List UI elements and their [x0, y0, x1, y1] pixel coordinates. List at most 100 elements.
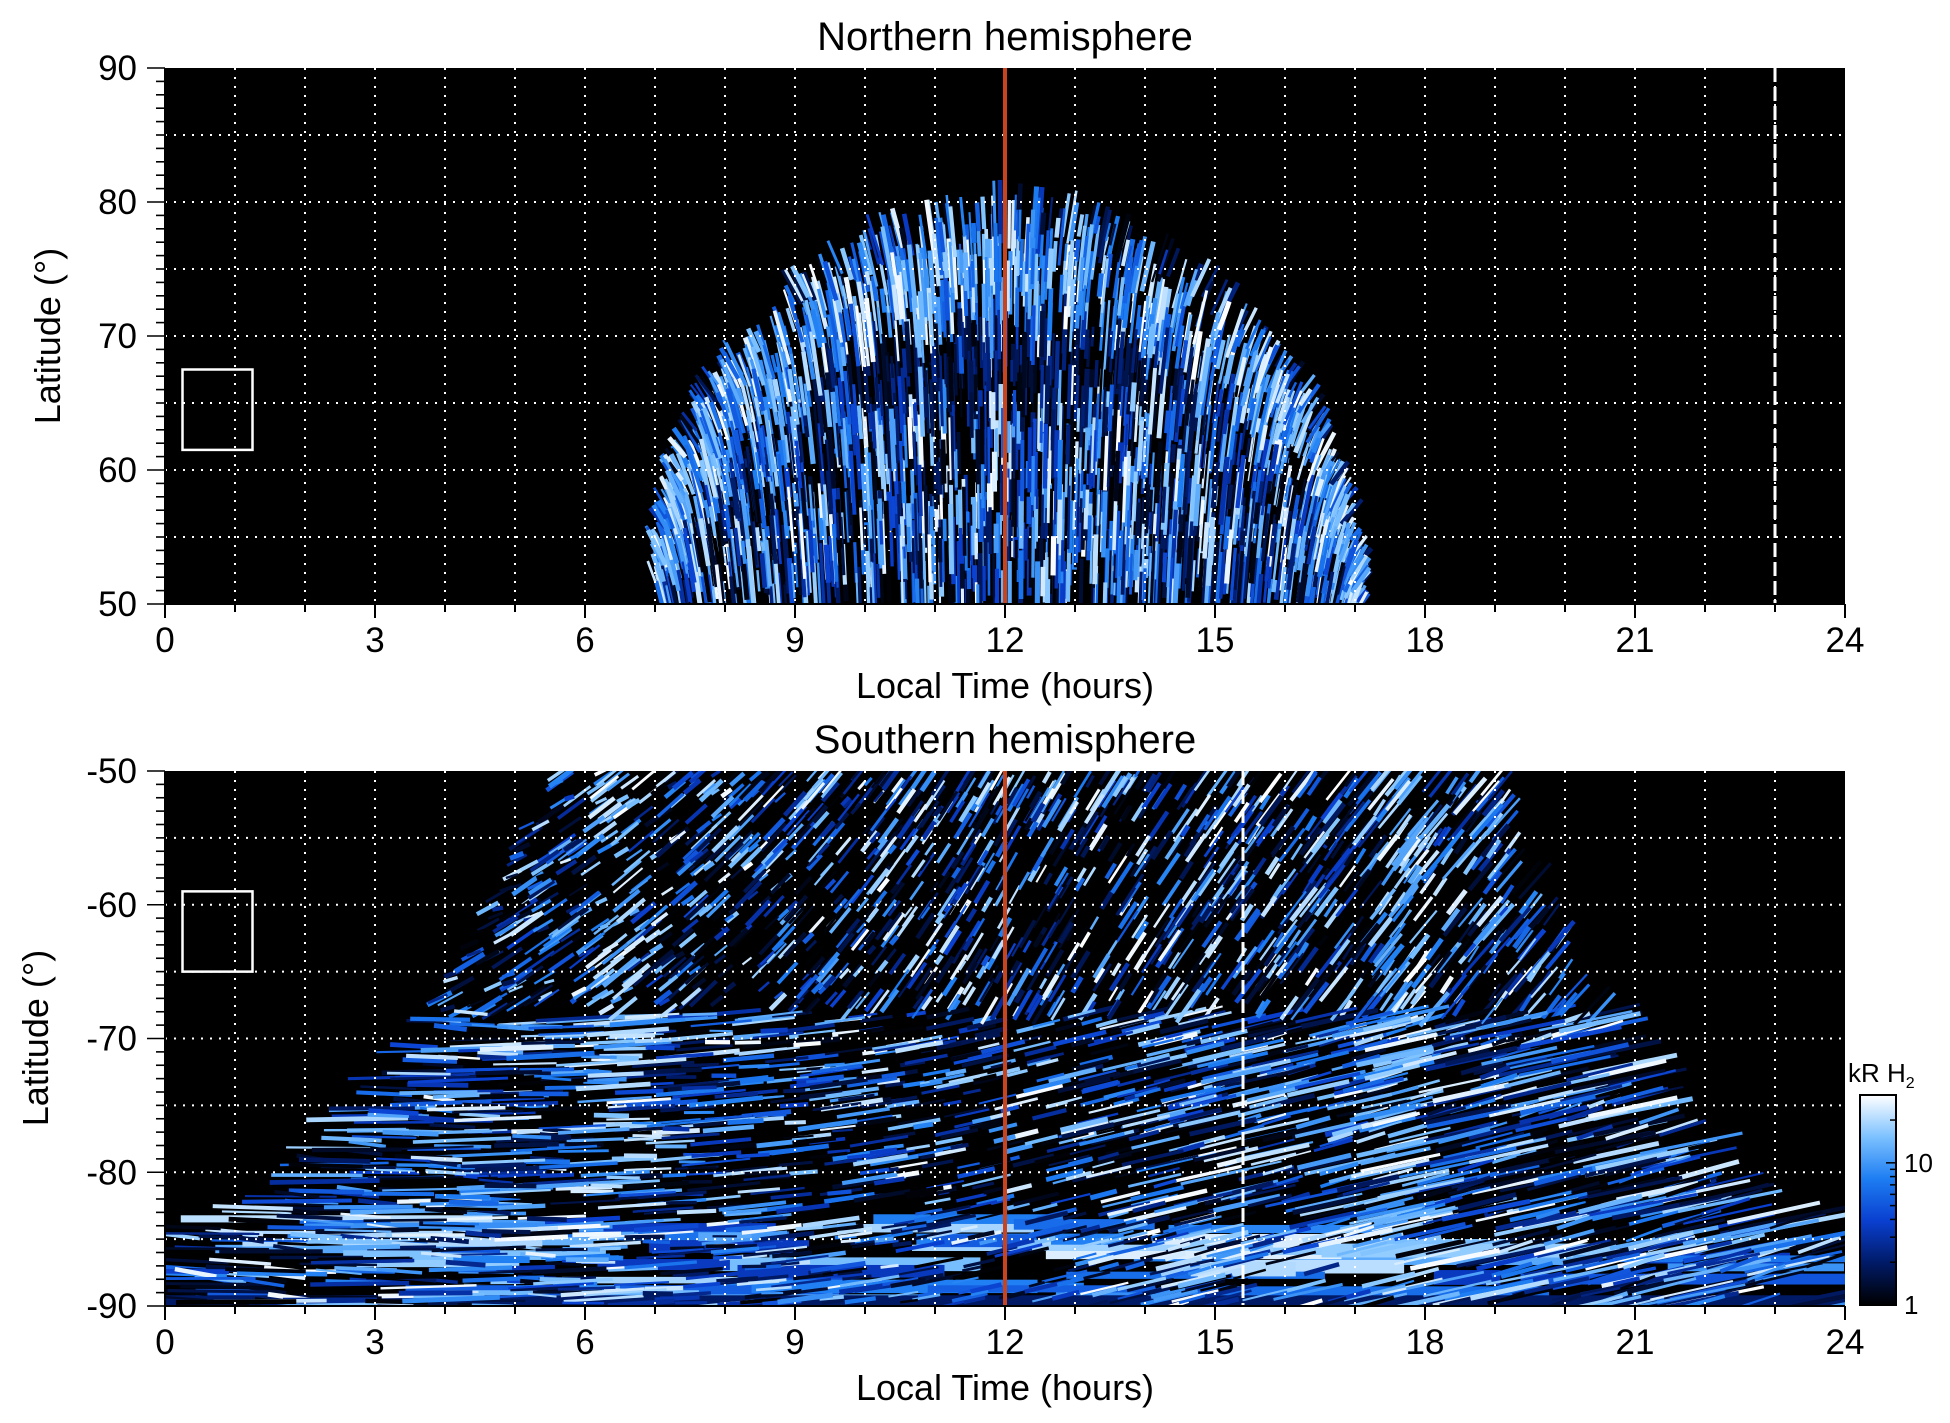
emission-streak	[1130, 265, 1140, 294]
emission-streak	[1160, 1265, 1191, 1277]
emission-streak	[1304, 890, 1330, 923]
emission-streak	[267, 1225, 351, 1231]
emission-streak	[662, 581, 672, 604]
emission-streak	[1294, 1192, 1363, 1210]
emission-streak	[445, 1259, 486, 1268]
emission-streak	[1457, 920, 1475, 944]
emission-streak	[1249, 1242, 1274, 1252]
emission-streak	[747, 439, 755, 471]
emission-streak	[1113, 324, 1119, 351]
emission-streak	[1091, 1286, 1118, 1298]
emission-streak	[1126, 245, 1133, 264]
emission-streak	[1076, 407, 1081, 432]
emission-streak	[1210, 1251, 1269, 1269]
emission-streak	[1222, 873, 1235, 890]
emission-streak	[1039, 311, 1045, 357]
emission-streak	[1137, 990, 1155, 1014]
emission-streak	[1108, 1214, 1170, 1234]
emission-streak	[1444, 1045, 1518, 1067]
emission-streak	[894, 320, 900, 362]
emission-streak	[376, 1267, 423, 1275]
emission-streak	[665, 488, 684, 530]
emission-streak	[945, 1068, 967, 1077]
emission-streak	[652, 818, 680, 844]
emission-streak	[843, 370, 852, 425]
emission-streak	[949, 953, 968, 981]
emission-streak	[733, 1031, 780, 1041]
emission-streak	[1139, 1242, 1205, 1261]
emission-streak	[1232, 945, 1258, 979]
emission-streak	[1170, 808, 1190, 835]
emission-streak	[1323, 814, 1351, 847]
emission-streak	[1130, 975, 1145, 996]
emission-streak	[1306, 526, 1317, 565]
emission-streak	[572, 1231, 622, 1238]
emission-streak	[1194, 771, 1208, 788]
emission-streak	[720, 478, 728, 508]
north-reference-lines	[1003, 68, 1777, 604]
emission-streak	[1078, 290, 1085, 316]
emission-streak	[904, 321, 913, 374]
emission-streak	[702, 1124, 755, 1134]
emission-streak	[822, 260, 839, 301]
emission-streak	[1359, 880, 1383, 909]
emission-streak	[1350, 580, 1364, 604]
emission-streak	[1335, 504, 1349, 530]
emission-streak	[1600, 1189, 1697, 1212]
emission-streak	[1034, 942, 1055, 975]
emission-streak	[633, 805, 654, 822]
emission-streak	[631, 771, 657, 791]
emission-streak	[1195, 443, 1203, 485]
emission-streak	[1106, 1240, 1165, 1258]
emission-streak	[1045, 1096, 1083, 1109]
emission-streak	[1424, 1194, 1463, 1210]
emission-streak	[568, 883, 588, 897]
emission-streak	[952, 1276, 979, 1285]
emission-streak	[1391, 835, 1418, 868]
emission-streak	[1268, 523, 1278, 557]
emission-streak	[1098, 771, 1111, 786]
emission-streak	[749, 507, 758, 565]
emission-streak	[785, 411, 793, 434]
emission-streak	[608, 1103, 676, 1113]
emission-streak	[962, 1156, 1011, 1173]
emission-streak	[940, 1127, 979, 1140]
emission-streak	[951, 404, 956, 452]
emission-streak	[876, 563, 881, 598]
emission-streak	[745, 538, 757, 604]
emission-streak	[1450, 772, 1470, 796]
emission-streak	[1397, 771, 1424, 800]
emission-streak	[1004, 1247, 1033, 1257]
emission-streak	[1285, 927, 1316, 964]
emission-streak	[870, 771, 886, 789]
emission-streak	[1174, 375, 1183, 433]
emission-streak	[664, 509, 675, 530]
emission-streak	[898, 227, 908, 249]
emission-streak	[1167, 950, 1182, 970]
emission-streak	[681, 918, 699, 934]
emission-streak	[600, 829, 619, 844]
emission-streak	[1489, 1170, 1551, 1189]
emission-streak	[302, 1218, 354, 1226]
emission-streak	[1072, 1252, 1097, 1261]
emission-streak	[1043, 941, 1058, 963]
emission-streak	[1054, 543, 1059, 589]
emission-streak	[1090, 417, 1096, 474]
emission-streak	[1467, 860, 1494, 892]
emission-streak	[767, 378, 778, 413]
emission-streak	[1099, 889, 1115, 910]
emission-streak	[612, 888, 641, 913]
emission-streak	[1184, 789, 1196, 804]
emission-streak	[1067, 1097, 1088, 1107]
emission-streak	[1119, 881, 1142, 913]
emission-streak	[428, 1265, 513, 1273]
emission-streak	[533, 970, 556, 985]
emission-streak	[882, 911, 906, 942]
emission-streak	[698, 459, 714, 504]
emission-streak	[1323, 902, 1345, 929]
emission-streak	[669, 954, 696, 980]
emission-streak	[1053, 866, 1069, 887]
emission-streak	[682, 509, 700, 573]
emission-streak	[1365, 1196, 1414, 1212]
emission-streak	[657, 506, 668, 520]
